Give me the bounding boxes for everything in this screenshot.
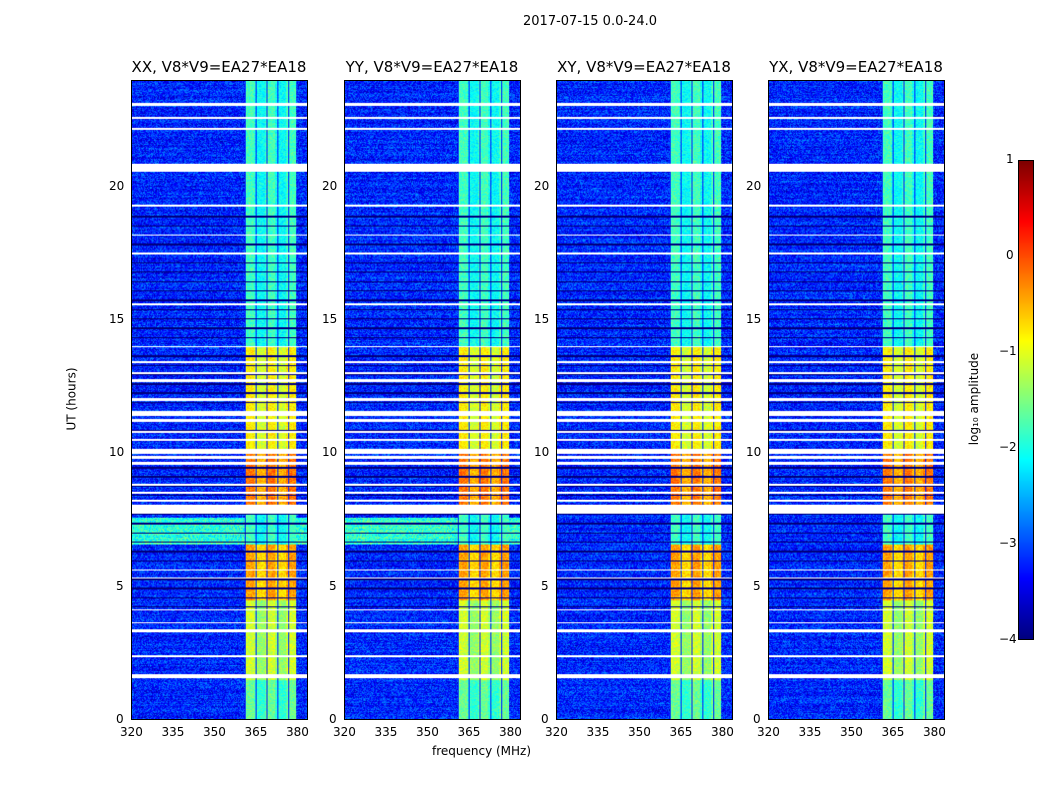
x-tick-label: 365 [457, 725, 481, 739]
y-tick-label: 15 [322, 312, 338, 326]
y-tick-label: 15 [534, 312, 550, 326]
x-tick-label: 320 [333, 725, 356, 739]
y-tick-label: 20 [534, 178, 550, 193]
colorbar-tick-label: −1 [999, 344, 1017, 358]
y-tick-label: 20 [322, 178, 338, 193]
panel-title: XX, V8*V9=EA27*EA18 [131, 58, 307, 76]
colorbar-tick-label: −3 [999, 536, 1017, 550]
x-tick-label: 335 [161, 725, 185, 739]
x-tick-label: 365 [244, 725, 268, 739]
colorbar-label: log₁₀ amplitude [967, 352, 982, 446]
colorbar-tick-label: 0 [1006, 248, 1014, 262]
x-tick-label: 350 [627, 725, 651, 739]
x-tick-label: 320 [757, 725, 780, 739]
colorbar-tick-label: −4 [999, 632, 1017, 646]
x-tick-label: 335 [374, 725, 398, 739]
y-tick-label: 5 [541, 578, 549, 593]
colorbar-tick-label: −2 [999, 440, 1017, 454]
y-tick-label: 5 [329, 578, 337, 593]
x-tick-label: 380 [922, 725, 946, 739]
y-tick-label: 0 [329, 712, 337, 726]
x-axis-label: frequency (MHz) [432, 744, 532, 758]
y-tick-label: 15 [109, 312, 125, 326]
y-tick-label: 0 [116, 712, 124, 726]
y-tick-label: 15 [746, 312, 762, 326]
x-tick-label: 335 [586, 725, 610, 739]
y-tick-label: 0 [541, 712, 549, 726]
x-tick-label: 380 [285, 725, 309, 739]
panel-title: YX, V8*V9=EA27*EA18 [769, 58, 943, 76]
x-tick-label: 380 [710, 725, 734, 739]
y-tick-label: 10 [746, 445, 762, 460]
spectrogram-panel [556, 80, 733, 720]
x-tick-label: 380 [498, 725, 522, 739]
spectrogram-panel [131, 80, 308, 720]
y-axis-label: UT (hours) [64, 367, 79, 431]
y-tick-label: 10 [322, 445, 338, 460]
x-tick-label: 335 [798, 725, 822, 739]
x-tick-label: 320 [120, 725, 143, 739]
y-tick-label: 0 [753, 712, 761, 726]
figure-title: 2017-07-15 0.0-24.0 [523, 14, 657, 29]
x-tick-label: 320 [545, 725, 568, 739]
y-tick-label: 10 [534, 445, 550, 460]
y-tick-label: 20 [746, 178, 762, 193]
panel-title: XY, V8*V9=EA27*EA18 [557, 58, 731, 76]
y-tick-label: 10 [109, 445, 125, 460]
spectrogram-panel [344, 80, 521, 720]
x-tick-label: 365 [669, 725, 693, 739]
spectrogram-panel [768, 80, 945, 720]
x-tick-label: 350 [415, 725, 439, 739]
panel-title: YY, V8*V9=EA27*EA18 [345, 58, 519, 76]
x-tick-label: 350 [839, 725, 863, 739]
y-tick-label: 5 [116, 578, 124, 593]
x-tick-label: 365 [881, 725, 905, 739]
colorbar-tick-label: 1 [1006, 152, 1014, 166]
y-tick-label: 5 [753, 578, 761, 593]
colorbar [1018, 160, 1034, 640]
x-tick-label: 350 [202, 725, 226, 739]
y-tick-label: 20 [109, 178, 125, 193]
